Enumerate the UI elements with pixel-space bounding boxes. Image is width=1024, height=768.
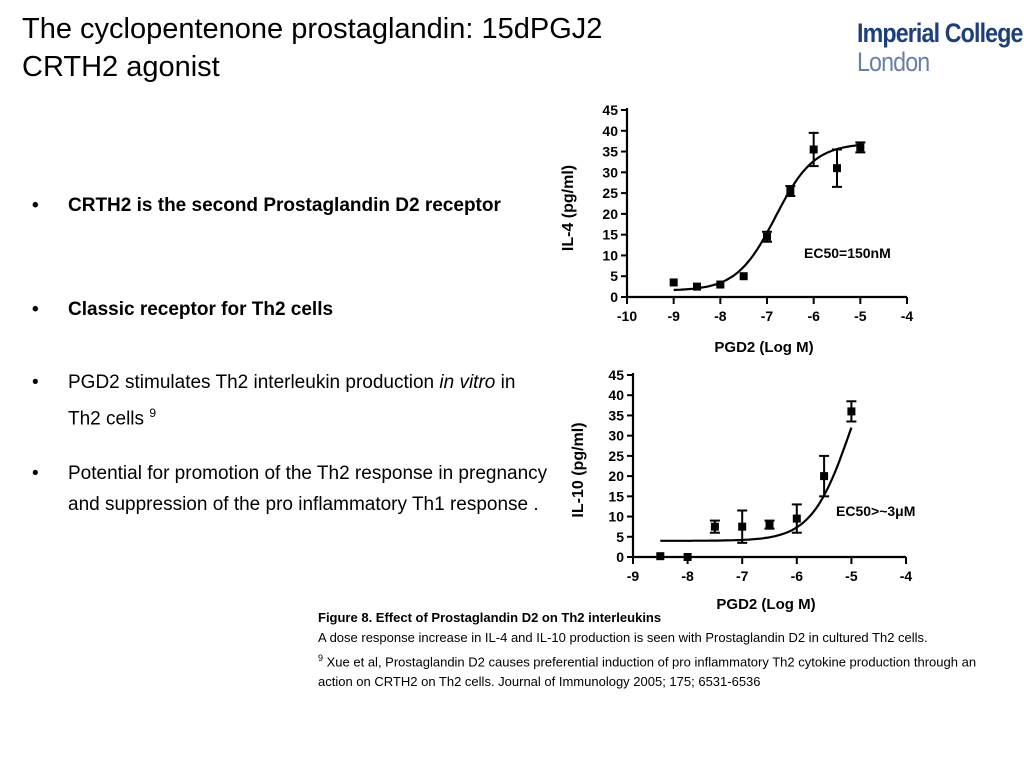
il4-x-tick-label: -6 xyxy=(807,308,820,324)
bullet-text-2: Classic receptor for Th2 cells xyxy=(68,299,334,320)
bullet-item-3: • PGD2 stimulates Th2 interleukin produc… xyxy=(30,367,538,434)
caption-reference-text: Xue et al, Prostaglandin D2 causes prefe… xyxy=(318,654,977,690)
il4-fit-curve xyxy=(673,143,861,292)
title-line-1: The cyclopentenone prostaglandin: 15dPGJ… xyxy=(22,13,603,45)
bullet-dot: • xyxy=(32,372,39,393)
il4-x-tick-label: -10 xyxy=(617,308,637,324)
il10-y-tick-label: 40 xyxy=(608,387,624,403)
bullet-item-1: • CRTH2 is the second Prostaglandin D2 r… xyxy=(30,190,538,221)
il4-x-tick-label: -4 xyxy=(901,308,914,324)
il10-y-tick-label: 15 xyxy=(608,488,624,504)
il4-data-point xyxy=(809,145,818,154)
il10-x-tick-label: -4 xyxy=(900,568,913,584)
caption-title: Figure 8. Effect of Prostaglandin D2 on … xyxy=(318,610,662,625)
il10-data-point xyxy=(792,514,801,523)
il4-ec50-annotation: EC50=150nM xyxy=(804,245,891,261)
il10-y-tick-label: 45 xyxy=(608,367,624,383)
il4-y-axis-label: IL-4 (pg/ml) xyxy=(560,165,577,251)
il10-x-tick-label: -7 xyxy=(736,568,749,584)
il4-y-tick-label: 20 xyxy=(602,206,618,222)
bullet-dot: • xyxy=(32,195,39,216)
caption-reference: 9 Xue et al, Prostaglandin D2 causes pre… xyxy=(318,648,1008,692)
il10-data-point xyxy=(847,407,856,416)
il10-y-axis-label: IL-10 (pg/ml) xyxy=(570,422,587,517)
il4-x-axis-label: PGD2 (Log M) xyxy=(714,339,813,356)
il4-data-point xyxy=(856,143,865,152)
il10-x-tick-label: -9 xyxy=(627,568,640,584)
il10-y-tick-label: 20 xyxy=(608,468,624,484)
il4-data-point xyxy=(739,272,748,281)
title-line-2: CRTH2 agonist xyxy=(22,51,220,83)
il10-fit-curve xyxy=(660,427,853,542)
il4-data-point xyxy=(669,278,678,287)
caption-description: A dose response increase in IL-4 and IL-… xyxy=(318,630,928,645)
logo-line-2: London xyxy=(857,47,930,77)
il10-y-tick-label: 10 xyxy=(608,509,624,525)
il10-chart-group: 0 5 10 15 20 25 30 35 40 45 -9 -8 -7 -6 -5 -4 IL-10 (pg/… xyxy=(570,367,915,613)
il10-data-point xyxy=(820,472,829,481)
il4-y-tick-label: 15 xyxy=(602,227,618,243)
il4-y-tick-label: 30 xyxy=(602,164,618,180)
il10-data-point xyxy=(738,522,747,531)
bullet-item-4: • Potential for promotion of the Th2 res… xyxy=(30,458,548,520)
il4-y-tick-label: 40 xyxy=(602,123,618,139)
il10-x-tick-label: -6 xyxy=(791,568,804,584)
bullet-text-4: Potential for promotion of the Th2 respo… xyxy=(68,463,548,515)
il10-y-tick-label: 5 xyxy=(616,529,624,545)
bullet-dot: • xyxy=(32,299,39,320)
il4-y-tick-label: 35 xyxy=(602,144,618,160)
il10-data-point xyxy=(765,520,774,529)
imperial-college-logo: Imperial College London xyxy=(857,18,1023,77)
il10-ec50-annotation: EC50>~3μM xyxy=(836,503,915,519)
logo-line-1: Imperial College xyxy=(857,18,1023,48)
il4-x-tick-label: -7 xyxy=(761,308,774,324)
bullet-text-1: CRTH2 is the second Prostaglandin D2 rec… xyxy=(68,195,501,216)
il4-y-tick-label: 25 xyxy=(602,185,618,201)
il4-data-point xyxy=(693,282,701,291)
bullet-text-3-post: in Th2 cells xyxy=(68,372,516,430)
il10-data-point xyxy=(710,522,719,531)
bullet-text-3-italic: in vitro xyxy=(439,372,496,393)
slide-title: The cyclopentenone prostaglandin: 15dPGJ… xyxy=(22,10,662,86)
figure-caption: Figure 8. Effect of Prostaglandin D2 on … xyxy=(318,608,1008,692)
il10-x-tick-label: -5 xyxy=(845,568,858,584)
il4-data-point xyxy=(763,232,771,241)
il4-data-point xyxy=(786,187,795,196)
il4-y-tick-label: 45 xyxy=(602,102,618,118)
il10-x-tick-label: -8 xyxy=(681,568,694,584)
il10-y-tick-label: 30 xyxy=(608,428,624,444)
il4-y-tick-label: 0 xyxy=(610,289,618,305)
bullet-reference-superscript: 9 xyxy=(149,406,156,420)
il4-y-tick-label: 5 xyxy=(610,268,618,284)
caption-reference-number: 9 xyxy=(318,653,324,663)
il4-x-tick-label: -9 xyxy=(667,308,680,324)
il4-data-point xyxy=(716,280,725,289)
il4-x-tick-label: -5 xyxy=(854,308,867,324)
il10-data-point xyxy=(656,552,665,561)
il10-y-tick-label: 25 xyxy=(608,448,624,464)
il10-y-tick-label: 0 xyxy=(616,549,624,565)
il4-x-tick-label: -8 xyxy=(714,308,727,324)
il4-y-tick-label: 10 xyxy=(602,247,618,263)
il4-data-point xyxy=(833,164,841,173)
bullet-dot: • xyxy=(32,463,39,484)
il10-y-tick-label: 35 xyxy=(608,407,624,423)
bullet-item-2: • Classic receptor for Th2 cells xyxy=(30,294,538,325)
il4-chart-group: 0 5 10 15 20 25 30 35 40 45 -10 -9 -8 -7 -6 -5 -4 IL-4 (p… xyxy=(560,102,913,356)
il10-data-point xyxy=(683,553,692,561)
bullet-text-3-pre: PGD2 stimulates Th2 interleukin producti… xyxy=(68,372,440,393)
